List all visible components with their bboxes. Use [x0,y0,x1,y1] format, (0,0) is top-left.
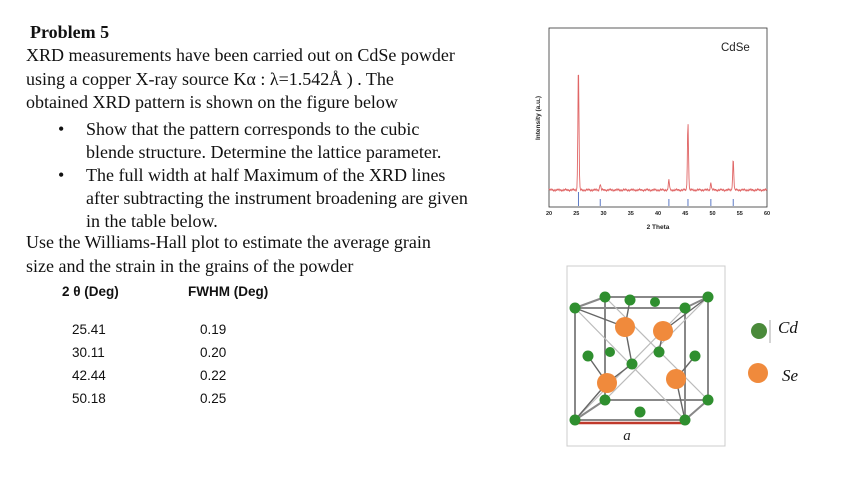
lattice-label: a [623,428,631,444]
se-atoms [597,317,686,393]
face-diagonals [574,296,709,421]
se-atom [653,321,673,341]
closing-line: Use the Williams-Hall plot to estimate t… [26,232,431,252]
cd-atom [679,414,691,426]
unit-cell-edges [574,296,709,421]
se-atom [615,317,635,337]
table-cell: 0.19 [200,322,227,337]
cd-atom [605,347,615,357]
cd-atom [599,394,611,406]
intro-line: XRD measurements have been carried out o… [26,45,455,65]
x-tick-label: 35 [628,211,634,217]
problem-title: Problem 5 [30,22,110,42]
intro-line: using a copper X-ray source Kα : λ=1.542… [26,68,394,89]
cd-atom [650,297,660,307]
x-tick-label: 45 [682,211,688,217]
bonds [574,296,709,421]
legend-se-swatch [748,363,768,383]
xrd-pattern-line [548,74,768,193]
x-tick-label: 20 [546,211,552,217]
table-cell: 25.41 [72,322,106,337]
chart-title: CdSe [721,42,750,54]
bullet-line: in the table below. [86,211,218,231]
x-tick-label: 55 [737,211,743,217]
table-cell: 42.44 [72,368,106,383]
chart-xlabel: 2 Theta [647,224,670,231]
legend-cd-swatch [751,323,767,339]
chart-ylabel: Intensity (a.u.) [535,96,542,140]
table-cell: 0.22 [200,368,227,383]
cd-atom [626,358,638,370]
cd-atom [569,302,581,314]
legend-label-se: Se [782,366,799,385]
cd-atom [582,350,594,362]
bullet-line: Show that the pattern corresponds to the… [86,119,420,139]
cd-atom [679,302,691,314]
bullet-item: The full width at half Maximum of the XR… [58,164,518,233]
chart-frame [548,27,768,208]
closing-line: size and the strain in the grains of the… [26,255,354,276]
reference-lines [577,192,734,206]
intro-paragraph: XRD measurements have been carried out o… [26,44,526,115]
table-header-2theta: 2 θ (Deg) [62,284,119,299]
cd-atom [569,414,581,426]
bullet-line: The full width at half Maximum of the XR… [86,165,446,185]
cd-atom [634,406,646,418]
x-tick-label: 60 [764,211,770,217]
structure-panel-border [566,265,726,447]
table-cell: 0.25 [200,391,227,406]
x-tick-label: 40 [655,211,661,217]
x-tick-label: 50 [709,211,715,217]
cd-atom [653,346,665,358]
legend-label-cd: Cd [778,318,798,337]
cd-atom [689,350,701,362]
cd-atoms [569,291,714,426]
cd-atom [624,294,636,306]
intro-line: obtained XRD pattern is shown on the fig… [26,92,398,112]
table-cell: 0.20 [200,345,227,360]
bullet-line: blende structure. Determine the lattice … [86,142,442,162]
x-tick-label: 30 [600,211,606,217]
bullet-item: Show that the pattern corresponds to the… [58,118,518,164]
bullet-line: after subtracting the instrument broaden… [86,188,468,208]
cd-atom [702,394,714,406]
table-cell: 50.18 [72,391,106,406]
table-cell: 30.11 [72,345,105,360]
table-header-fwhm: FWHM (Deg) [188,284,269,299]
x-tick-label: 25 [573,211,579,217]
closing-paragraph: Use the Williams-Hall plot to estimate t… [26,231,526,278]
x-tick-labels: 20 25 30 35 40 45 50 55 60 [546,211,770,217]
cd-atom [702,291,714,303]
se-atom [597,373,617,393]
se-atom [666,369,686,389]
task-bullets: Show that the pattern corresponds to the… [58,118,518,233]
cd-atom [599,291,611,303]
